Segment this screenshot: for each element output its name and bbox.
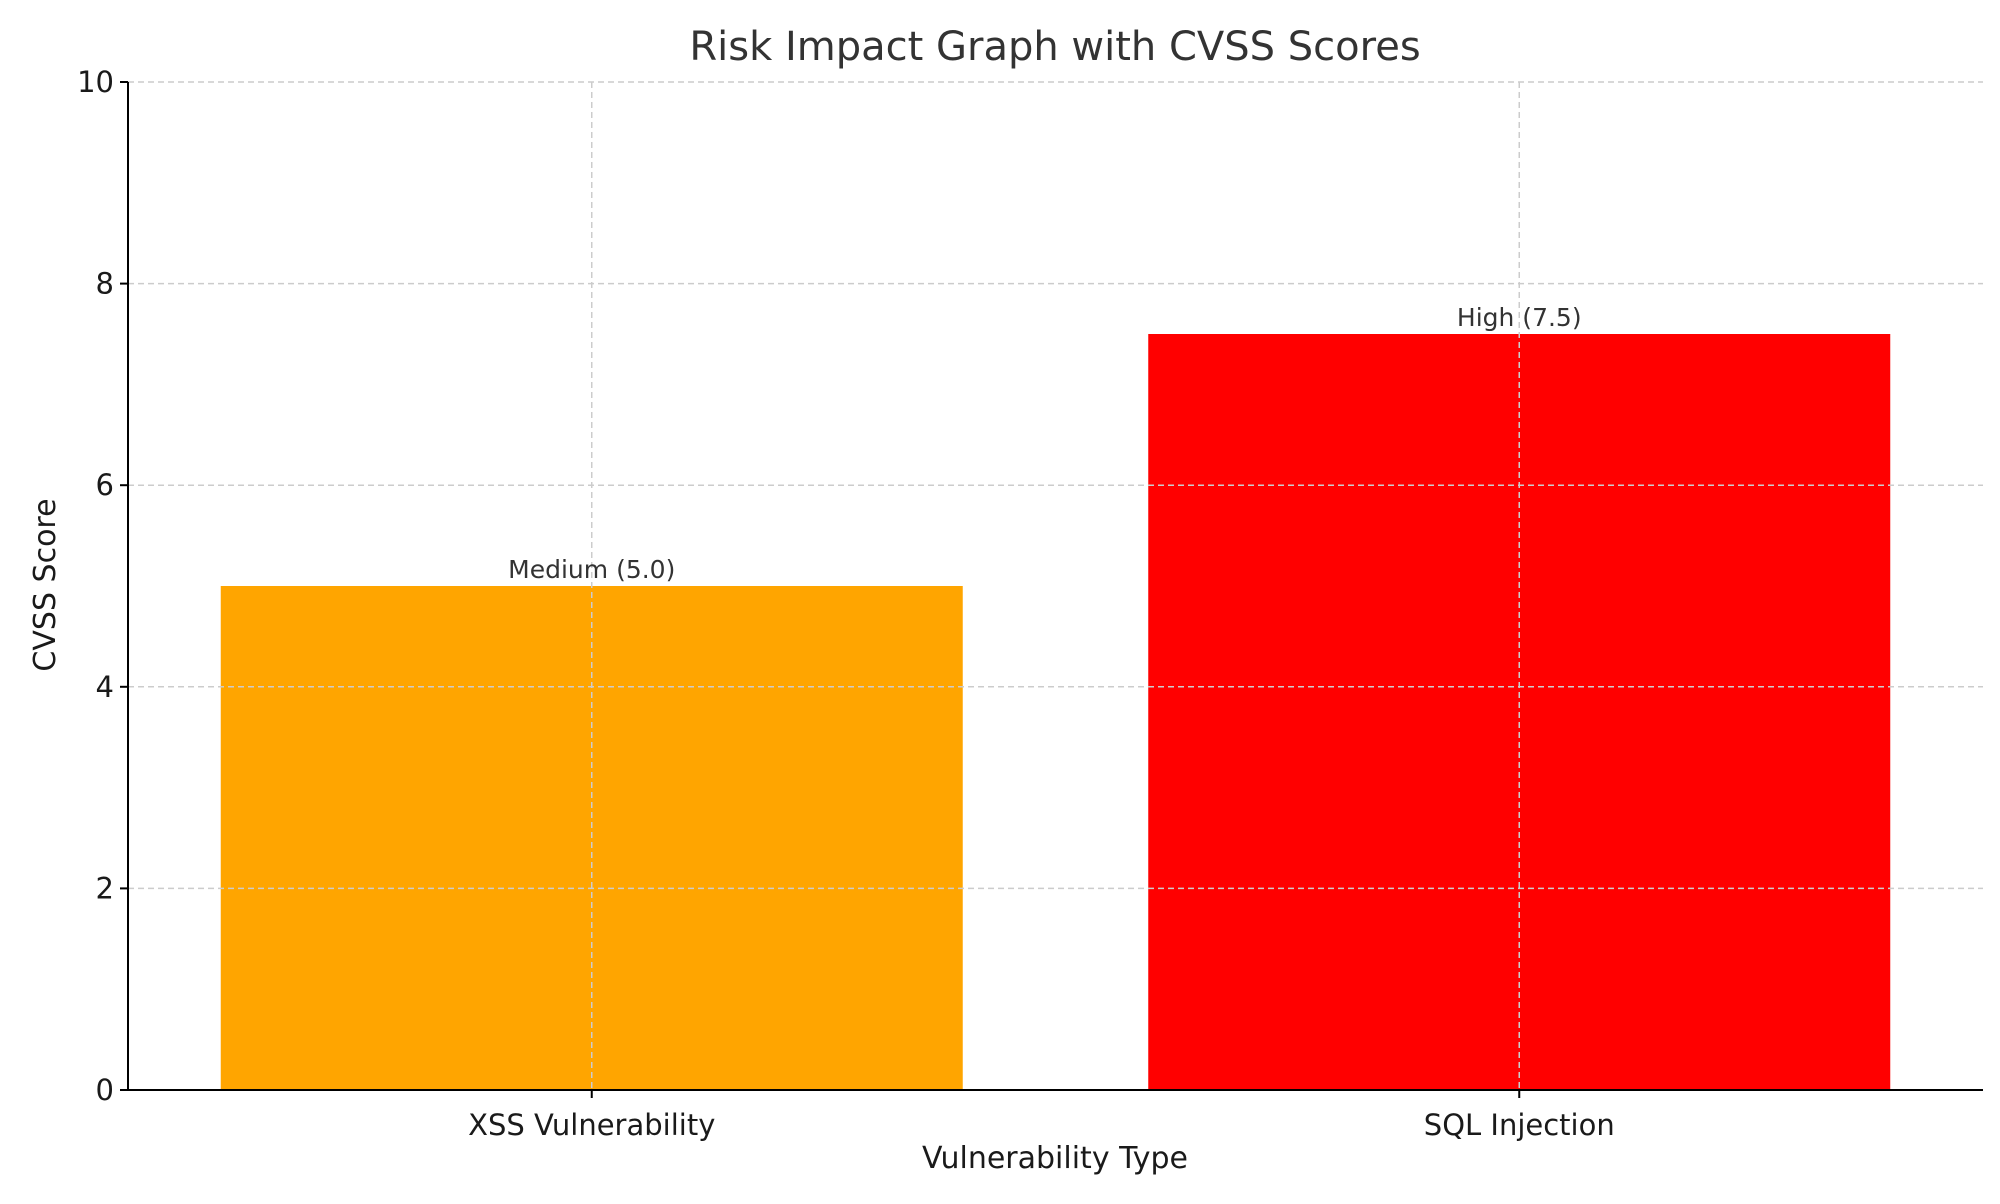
y-axis-label: CVSS Score [28,498,63,671]
labels: Medium (5.0) High (7.5) 0 2 4 6 8 10 XSS Vulnera… [77,65,1615,1142]
chart-title: Risk Impact Graph with CVSS Scores [689,24,1420,70]
y-tick-label-0: 0 [96,1073,114,1107]
x-tick-label-1: SQL Injection [1424,1108,1615,1142]
bar-data-label-0: Medium (5.0) [508,555,675,584]
x-axis-label: Vulnerability Type [922,1141,1188,1176]
y-tick-label-2: 4 [96,670,114,704]
y-tick-label-4: 8 [96,267,114,301]
y-tick-label-1: 2 [96,871,114,905]
grid-lines [128,81,1983,1090]
y-tick-label-3: 6 [96,468,114,502]
bars [220,334,1891,1090]
x-tick-label-0: XSS Vulnerability [468,1108,715,1142]
y-tick-label-5: 10 [77,65,114,99]
bar-data-label-1: High (7.5) [1457,303,1582,332]
axes [120,81,1983,1098]
